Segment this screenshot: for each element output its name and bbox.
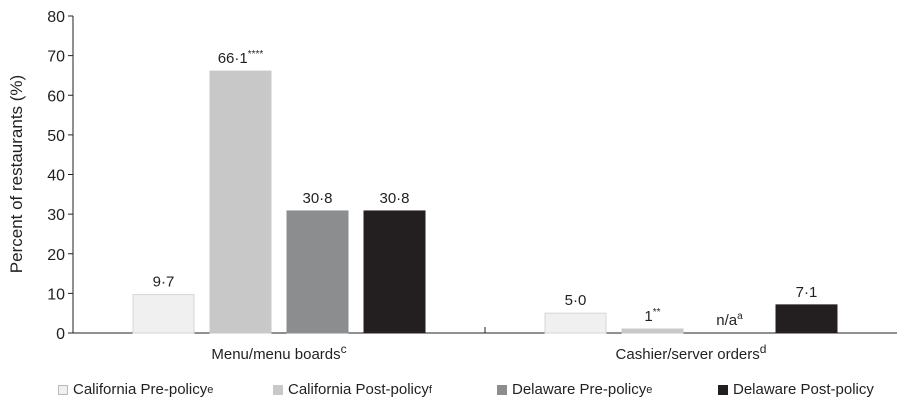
bar xyxy=(775,304,838,334)
x-category-label: Cashier/server ordersd xyxy=(616,342,767,363)
legend-item: Delaware Pre-policy e xyxy=(497,381,652,398)
bar xyxy=(286,210,349,334)
y-tick-label: 40 xyxy=(47,168,65,185)
y-axis: 0 10 20 30 40 50 60 70 80 xyxy=(47,9,74,343)
bar xyxy=(209,70,272,334)
data-label: 30·8 xyxy=(302,190,332,207)
bar xyxy=(132,294,195,334)
legend-label: California Pre-policy xyxy=(73,381,208,398)
legend-label: Delaware Pre-policy xyxy=(512,381,647,398)
y-axis-title: Percent of restaurants (%) xyxy=(7,75,26,273)
data-label: n/aa xyxy=(716,311,743,329)
legend-swatch xyxy=(58,384,68,395)
legend-label-sup: f xyxy=(428,383,432,396)
legend: California Pre-policy e California Post-po… xyxy=(0,381,899,403)
legend-label-sup: e xyxy=(646,383,653,396)
legend-label: California Post-policy xyxy=(288,381,429,398)
bar xyxy=(544,312,607,334)
legend-item: Delaware Post-policy xyxy=(718,381,874,398)
y-tick-label: 30 xyxy=(47,207,65,224)
y-tick-label: 70 xyxy=(47,49,65,66)
y-tick-label: 10 xyxy=(47,286,65,303)
y-tick-label: 50 xyxy=(47,128,65,145)
legend-item: California Pre-policy e xyxy=(58,381,213,398)
bar xyxy=(621,328,684,334)
legend-swatch xyxy=(497,384,507,395)
data-label: 9·7 xyxy=(153,274,175,291)
data-label: 66·1**** xyxy=(218,49,264,67)
data-label: 1** xyxy=(644,307,660,325)
y-tick-label: 80 xyxy=(47,9,65,26)
x-category-label: Menu/menu boardsc xyxy=(211,342,346,363)
y-tick-label: 20 xyxy=(47,247,65,264)
data-labels: 9·7 66·1**** 30·8 30·8 5·0 1** n/aa 7·1 xyxy=(153,49,818,329)
chart: 0 10 20 30 40 50 60 70 80 Menu/menu boardsc Cashi… xyxy=(7,9,897,363)
legend-label: Delaware Post-policy xyxy=(733,381,874,398)
data-label: 5·0 xyxy=(565,292,587,309)
y-tick-label: 0 xyxy=(56,326,65,343)
data-label: 7·1 xyxy=(796,284,818,301)
y-tick-label: 60 xyxy=(47,88,65,105)
bar xyxy=(363,210,426,334)
legend-item: California Post-policy f xyxy=(273,381,432,398)
data-label: 30·8 xyxy=(379,190,409,207)
legend-swatch xyxy=(273,384,283,395)
x-axis: Menu/menu boardsc Cashier/server ordersd xyxy=(73,327,897,363)
legend-label-sup: e xyxy=(207,383,214,396)
bars xyxy=(132,70,838,334)
legend-swatch xyxy=(718,384,728,395)
